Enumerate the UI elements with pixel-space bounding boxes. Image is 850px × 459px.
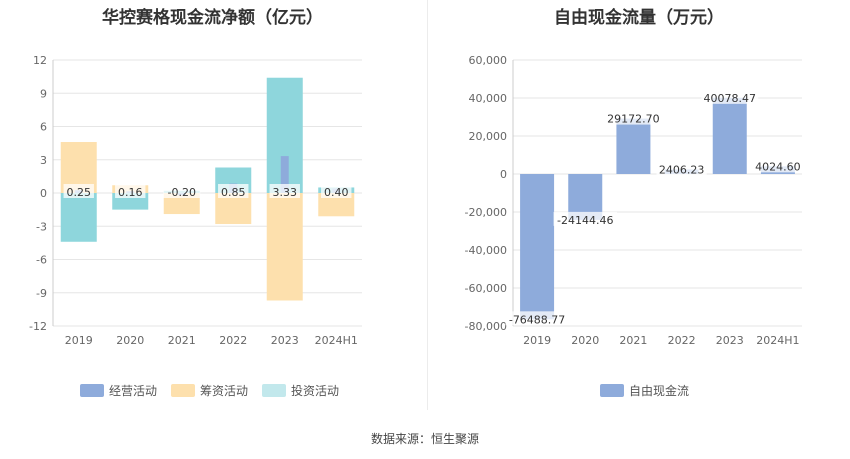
y-tick-label: -9 (36, 287, 47, 300)
data-label-bg (269, 184, 300, 198)
data-label: 0.40 (324, 186, 349, 199)
data-label: -0.20 (168, 186, 196, 199)
data-label-bg (701, 89, 759, 104)
y-tick-label: -80,000 (465, 320, 507, 333)
data-label-bg (218, 184, 249, 198)
y-tick-label: -6 (36, 254, 47, 267)
data-label: 2406.23 (659, 163, 705, 176)
legend-item-free-cash-flow[interactable]: 自由现金流 (600, 382, 689, 399)
legend-swatch-investing (262, 384, 287, 397)
data-label: -76488.77 (509, 313, 565, 326)
bar-筹资活动-2021 (163, 193, 200, 215)
data-label-bg (752, 158, 804, 173)
x-tick-label: 2021 (619, 334, 647, 347)
data-label: 40078.47 (704, 92, 757, 105)
data-label-bg (63, 184, 94, 198)
data-source-note: 数据来源：恒生聚源 (370, 432, 479, 446)
y-tick-label: -12 (29, 320, 47, 333)
data-label-bg (115, 184, 146, 198)
data-label-bg (605, 110, 662, 125)
bar-自由现金流-2023 (712, 97, 747, 174)
chart-title-free-cash-flow: 自由现金流量（万元） (554, 8, 724, 28)
x-tick-label: 2024H1 (756, 334, 799, 347)
legend-swatch-free-cash-flow (600, 384, 624, 397)
data-label: 3.33 (273, 186, 298, 199)
y-tick-label: -60,000 (465, 282, 507, 295)
data-label-bg (321, 184, 352, 198)
x-tick-label: 2019 (65, 334, 93, 347)
bar-自由现金流-2019 (520, 174, 555, 320)
legend-label-free-cash-flow: 自由现金流 (629, 384, 690, 398)
bar-筹资活动-2022 (215, 193, 252, 225)
y-tick-label: 60,000 (469, 54, 508, 67)
x-tick-label: 2022 (668, 334, 696, 347)
x-tick-label: 2020 (571, 334, 599, 347)
legend-swatch-operating (80, 384, 104, 397)
y-tick-label: -20,000 (465, 206, 507, 219)
free-cash-flow-chart: 60,000 40,000 20,000 0 -20,000 -40,000 -60,000… (465, 54, 804, 347)
data-label: 0.25 (67, 186, 92, 199)
y-tick-label: 40,000 (469, 92, 508, 105)
y-tick-label: 6 (40, 121, 47, 134)
y-tick-label: 0 (500, 168, 507, 181)
y-tick-label: 20,000 (469, 130, 508, 143)
data-label: 29172.70 (607, 113, 660, 126)
legend-item-financing[interactable]: 筹资活动 (171, 382, 248, 399)
x-tick-label: 2019 (523, 334, 551, 347)
bar-筹资活动-2024H1 (318, 193, 355, 217)
bar-经营活动-2023 (280, 156, 289, 193)
y-tick-label: 12 (33, 54, 47, 67)
bar-自由现金流-2021 (616, 118, 651, 174)
x-tick-label: 2023 (716, 334, 744, 347)
data-label-bg (656, 161, 707, 176)
y-tick-label: 9 (40, 87, 47, 100)
bar-筹资活动-2023 (266, 193, 303, 301)
x-tick-label: 2021 (168, 334, 196, 347)
chart-title-cash-flow: 华控赛格现金流净额（亿元） (102, 8, 323, 28)
x-tick-label: 2020 (116, 334, 144, 347)
legend-swatch-financing (171, 384, 196, 397)
data-label: 0.16 (118, 186, 143, 199)
data-label-bg (163, 184, 201, 198)
cash-flow-chart: 12 9 6 3 0 -3 -6 -9 -12 2019 2020 2021 2022 2023 2024H… (29, 54, 362, 347)
x-tick-label: 2023 (271, 334, 299, 347)
bar-投资活动-2019 (60, 193, 97, 242)
y-tick-label: 3 (40, 154, 47, 167)
data-label: 0.85 (221, 186, 246, 199)
y-tick-label: -3 (36, 220, 47, 233)
legend-item-operating[interactable]: 经营活动 (80, 382, 157, 399)
data-label: 4024.60 (755, 160, 801, 173)
cash-flow-legend: 经营活动 筹资活动 投资活动 (80, 382, 353, 399)
data-label-bg (505, 311, 569, 326)
legend-label-financing: 筹资活动 (200, 384, 249, 398)
legend-label-investing: 投资活动 (291, 384, 340, 398)
x-tick-label: 2022 (219, 334, 247, 347)
chart-divider (427, 0, 428, 410)
free-cash-flow-legend: 自由现金流 (600, 382, 703, 399)
y-tick-label: 0 (40, 187, 47, 200)
legend-item-investing[interactable]: 投资活动 (262, 382, 339, 399)
legend-label-operating: 经营活动 (109, 384, 158, 398)
data-label: -24144.46 (557, 214, 613, 227)
y-tick-label: -40,000 (465, 244, 507, 257)
x-tick-label: 2024H1 (315, 334, 358, 347)
data-label-bg (553, 211, 617, 226)
